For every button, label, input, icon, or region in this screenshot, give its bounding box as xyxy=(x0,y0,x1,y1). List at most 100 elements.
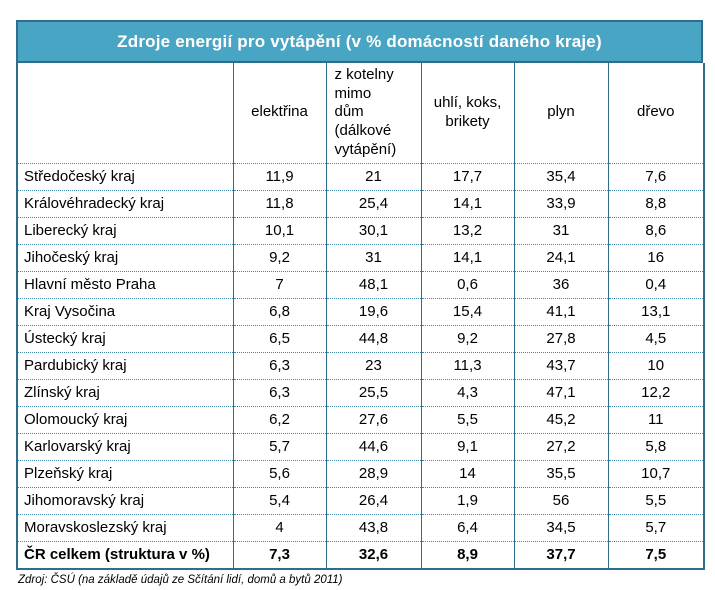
value-cell: 9,2 xyxy=(232,243,326,271)
value-cell: 10 xyxy=(607,351,704,379)
region-label: Liberecký kraj xyxy=(17,216,233,244)
value-cell: 14,1 xyxy=(420,243,514,271)
table-row: Zlínský kraj 6,3 25,5 4,3 47,1 12,2 xyxy=(17,378,704,406)
page-title: Zdroje energií pro vytápění (v % domácno… xyxy=(117,31,602,51)
data-table: elektřina z kotelny mimo dům (dálkové vy… xyxy=(16,63,705,570)
value-cell: 47,1 xyxy=(513,378,608,406)
value-cell: 11,9 xyxy=(232,162,326,190)
total-value-cell: 7,3 xyxy=(232,540,326,569)
value-cell: 5,7 xyxy=(607,513,704,541)
value-cell: 35,5 xyxy=(513,459,608,487)
value-cell: 6,2 xyxy=(232,405,326,433)
source-note: Zdroj: ČSÚ (na základě údajů ze Sčítání … xyxy=(18,574,343,586)
table-row: Ústecký kraj 6,5 44,8 9,2 27,8 4,5 xyxy=(17,324,704,352)
value-cell: 7,6 xyxy=(607,162,704,190)
region-label: Karlovarský kraj xyxy=(17,432,233,460)
total-value-cell: 32,6 xyxy=(325,540,421,569)
value-cell: 6,4 xyxy=(420,513,514,541)
region-label: Pardubický kraj xyxy=(17,351,233,379)
value-cell: 26,4 xyxy=(325,486,421,514)
value-cell: 13,2 xyxy=(420,216,514,244)
value-cell: 6,5 xyxy=(232,324,326,352)
value-cell: 0,6 xyxy=(420,270,514,298)
value-cell: 8,8 xyxy=(607,189,704,217)
table-row: Jihočeský kraj 9,2 31 14,1 24,1 16 xyxy=(17,243,704,271)
value-cell: 0,4 xyxy=(607,270,704,298)
value-cell: 31 xyxy=(325,243,421,271)
value-cell: 27,6 xyxy=(325,405,421,433)
value-cell: 14 xyxy=(420,459,514,487)
table-row: Liberecký kraj 10,1 30,1 13,2 31 8,6 xyxy=(17,216,704,244)
energy-table-figure: Zdroje energií pro vytápění (v % domácno… xyxy=(16,20,705,586)
table-row: Jihomoravský kraj 5,4 26,4 1,9 56 5,5 xyxy=(17,486,704,514)
region-label: Hlavní město Praha xyxy=(17,270,233,298)
table-row: Plzeňský kraj 5,6 28,9 14 35,5 10,7 xyxy=(17,459,704,487)
region-label: Zlínský kraj xyxy=(17,378,233,406)
value-cell: 27,2 xyxy=(513,432,608,460)
total-value-cell: 37,7 xyxy=(513,540,608,569)
value-cell: 12,2 xyxy=(607,378,704,406)
region-label: Olomoucký kraj xyxy=(17,405,233,433)
value-cell: 6,3 xyxy=(232,351,326,379)
region-label: Středočeský kraj xyxy=(17,162,233,190)
value-cell: 6,8 xyxy=(232,297,326,325)
value-cell: 6,3 xyxy=(232,378,326,406)
value-cell: 5,4 xyxy=(232,486,326,514)
column-header-region xyxy=(17,63,233,163)
value-cell: 5,5 xyxy=(420,405,514,433)
value-cell: 8,6 xyxy=(607,216,704,244)
value-cell: 56 xyxy=(513,486,608,514)
value-cell: 44,8 xyxy=(325,324,421,352)
column-header-elektrina: elektřina xyxy=(232,63,326,163)
value-cell: 5,5 xyxy=(607,486,704,514)
value-cell: 41,1 xyxy=(513,297,608,325)
table-row: Karlovarský kraj 5,7 44,6 9,1 27,2 5,8 xyxy=(17,432,704,460)
value-cell: 16 xyxy=(607,243,704,271)
header-row: elektřina z kotelny mimo dům (dálkové vy… xyxy=(17,63,704,163)
value-cell: 21 xyxy=(325,162,421,190)
value-cell: 33,9 xyxy=(513,189,608,217)
table-title-bar: Zdroje energií pro vytápění (v % domácno… xyxy=(16,20,703,63)
value-cell: 28,9 xyxy=(325,459,421,487)
value-cell: 25,4 xyxy=(325,189,421,217)
region-label: Moravskoslezský kraj xyxy=(17,513,233,541)
value-cell: 7 xyxy=(232,270,326,298)
value-cell: 19,6 xyxy=(325,297,421,325)
total-row: ČR celkem (struktura v %) 7,3 32,6 8,9 3… xyxy=(17,540,704,569)
table-row: Olomoucký kraj 6,2 27,6 5,5 45,2 11 xyxy=(17,405,704,433)
region-label: Kraj Vysočina xyxy=(17,297,233,325)
value-cell: 27,8 xyxy=(513,324,608,352)
value-cell: 45,2 xyxy=(513,405,608,433)
table-row: Středočeský kraj 11,9 21 17,7 35,4 7,6 xyxy=(17,162,704,190)
value-cell: 10,7 xyxy=(607,459,704,487)
value-cell: 15,4 xyxy=(420,297,514,325)
value-cell: 34,5 xyxy=(513,513,608,541)
value-cell: 5,8 xyxy=(607,432,704,460)
value-cell: 48,1 xyxy=(325,270,421,298)
value-cell: 35,4 xyxy=(513,162,608,190)
value-cell: 9,2 xyxy=(420,324,514,352)
value-cell: 11 xyxy=(607,405,704,433)
value-cell: 11,3 xyxy=(420,351,514,379)
table-row: Moravskoslezský kraj 4 43,8 6,4 34,5 5,7 xyxy=(17,513,704,541)
column-header-kotelna: z kotelny mimo dům (dálkové vytápění) xyxy=(325,63,421,163)
value-cell: 30,1 xyxy=(325,216,421,244)
table-row: Kraj Vysočina 6,8 19,6 15,4 41,1 13,1 xyxy=(17,297,704,325)
value-cell: 5,6 xyxy=(232,459,326,487)
total-row-label: ČR celkem (struktura v %) xyxy=(17,540,233,569)
value-cell: 36 xyxy=(513,270,608,298)
value-cell: 11,8 xyxy=(232,189,326,217)
value-cell: 43,7 xyxy=(513,351,608,379)
table-body: Středočeský kraj 11,9 21 17,7 35,4 7,6 Králové… xyxy=(17,162,704,541)
value-cell: 4 xyxy=(232,513,326,541)
region-label: Královéhradecký kraj xyxy=(17,189,233,217)
column-header-drevo: dřevo xyxy=(607,63,704,163)
value-cell: 14,1 xyxy=(420,189,514,217)
value-cell: 4,5 xyxy=(607,324,704,352)
total-value-cell: 8,9 xyxy=(420,540,514,569)
value-cell: 4,3 xyxy=(420,378,514,406)
value-cell: 23 xyxy=(325,351,421,379)
value-cell: 25,5 xyxy=(325,378,421,406)
value-cell: 1,9 xyxy=(420,486,514,514)
table-row: Královéhradecký kraj 11,8 25,4 14,1 33,9 8,8 xyxy=(17,189,704,217)
